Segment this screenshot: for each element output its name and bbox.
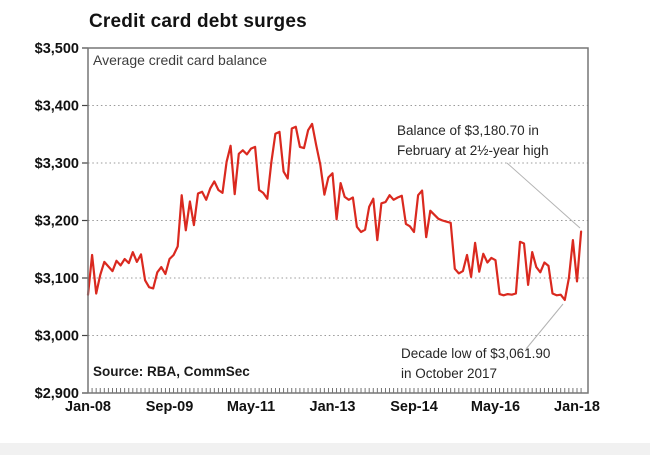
- y-tick-label: $3,200: [35, 214, 79, 230]
- y-tick-label: $3,500: [35, 41, 79, 57]
- x-tick-label: May-16: [471, 399, 520, 415]
- x-tick-label: Jan-08: [65, 399, 111, 415]
- leader-line-high: [506, 162, 581, 229]
- annotation-low: Decade low of $3,061.90 in October 2017: [401, 344, 550, 384]
- y-tick-label: $2,900: [35, 386, 79, 402]
- annotation-high: Balance of $3,180.70 in February at 2½-y…: [397, 121, 549, 161]
- bottom-strip: [0, 443, 650, 455]
- annotation-low-line1: Decade low of $3,061.90: [401, 346, 551, 361]
- annotation-high-line1: Balance of $3,180.70 in: [397, 123, 539, 138]
- x-tick-label: Sep-14: [390, 399, 438, 415]
- leader-line-low: [525, 303, 564, 350]
- x-tick-label: Jan-13: [310, 399, 356, 415]
- annotation-low-line2: in October 2017: [401, 366, 498, 381]
- x-tick-label: May-11: [227, 399, 275, 415]
- source-note: Source: RBA, CommSec: [93, 364, 250, 379]
- x-tick-label: Sep-09: [146, 399, 194, 415]
- annotation-high-line2: February at 2½-year high: [397, 143, 549, 158]
- x-tick-label: Jan-18: [554, 399, 600, 415]
- chart-title: Credit card debt surges: [89, 11, 307, 32]
- y-tick-label: $3,100: [35, 271, 79, 287]
- chart-subtitle: Average credit card balance: [93, 52, 268, 68]
- plot-border: [87, 47, 589, 394]
- y-tick-label: $3,300: [35, 156, 79, 172]
- data-line: [86, 122, 583, 301]
- y-tick-label: $3,000: [35, 329, 79, 345]
- y-tick-label: $3,400: [35, 99, 79, 115]
